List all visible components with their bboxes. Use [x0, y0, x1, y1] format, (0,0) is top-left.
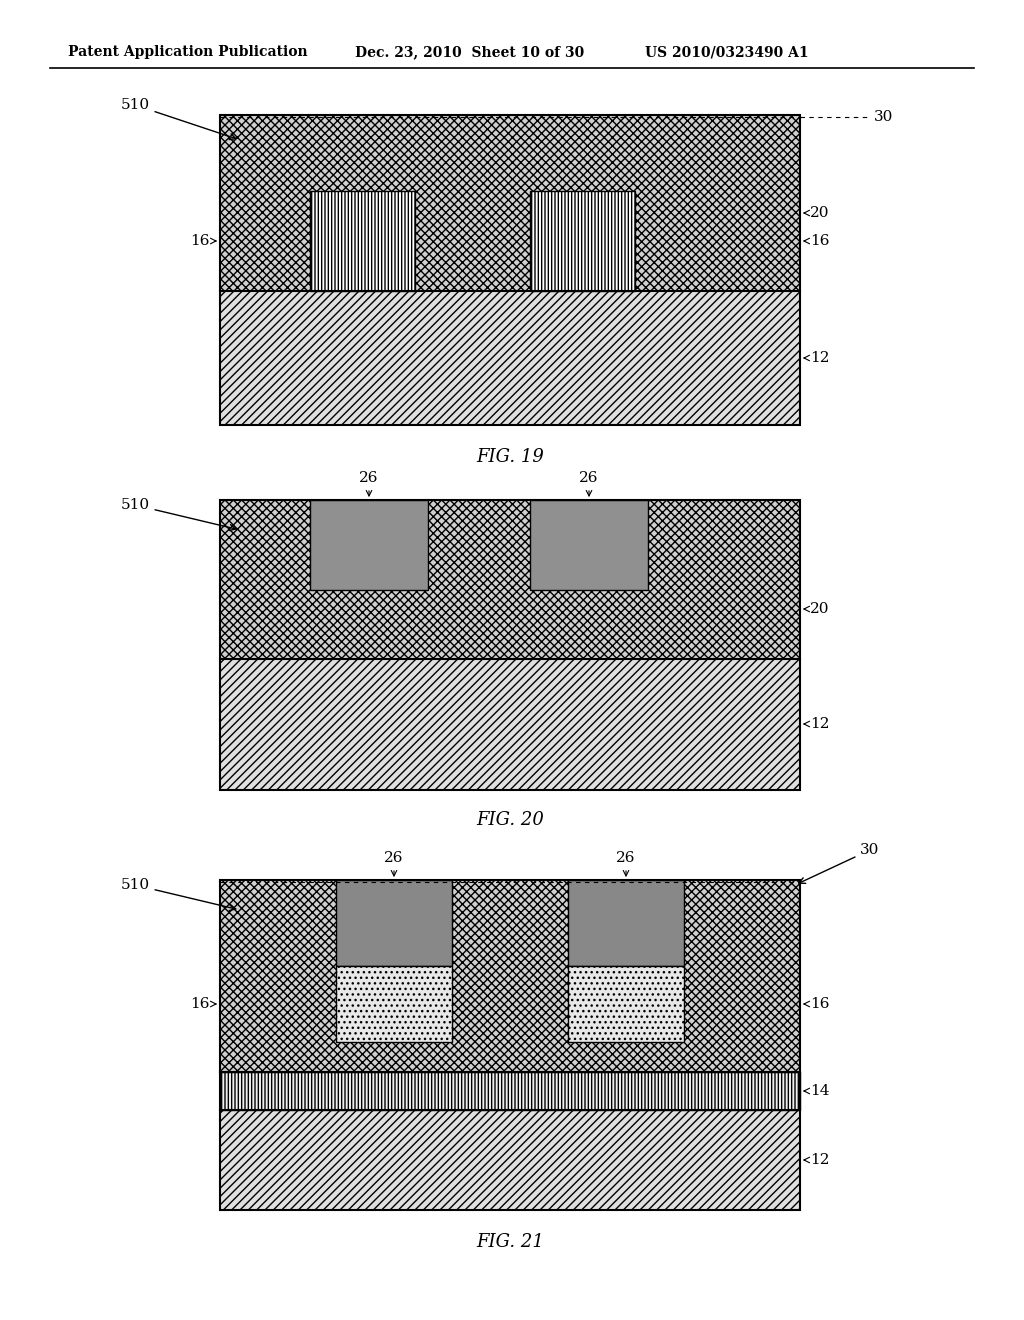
Bar — [220, 115, 800, 290]
Bar — [220, 500, 800, 659]
Text: 12: 12 — [810, 1152, 829, 1167]
Bar — [220, 659, 800, 789]
Text: 510: 510 — [121, 498, 236, 531]
Bar — [220, 500, 800, 789]
Bar — [220, 880, 800, 1210]
Text: 12: 12 — [810, 717, 829, 731]
Text: 20: 20 — [810, 206, 829, 220]
Text: 26: 26 — [616, 851, 636, 865]
Text: Patent Application Publication: Patent Application Publication — [68, 45, 307, 59]
Text: 16: 16 — [810, 234, 829, 248]
Bar — [336, 966, 452, 1041]
Bar — [568, 966, 684, 1041]
Text: 16: 16 — [810, 997, 829, 1011]
Text: 510: 510 — [121, 878, 236, 911]
Bar — [336, 880, 452, 966]
Text: US 2010/0323490 A1: US 2010/0323490 A1 — [645, 45, 809, 59]
Bar — [530, 191, 635, 290]
Bar — [530, 500, 648, 590]
Bar — [220, 880, 800, 1072]
Text: FIG. 21: FIG. 21 — [476, 1233, 544, 1251]
Text: 26: 26 — [384, 851, 403, 865]
Text: FIG. 20: FIG. 20 — [476, 810, 544, 829]
Bar — [568, 880, 684, 966]
Text: Dec. 23, 2010  Sheet 10 of 30: Dec. 23, 2010 Sheet 10 of 30 — [355, 45, 585, 59]
Text: 16: 16 — [190, 234, 210, 248]
Bar — [310, 191, 415, 290]
Bar — [220, 1110, 800, 1210]
Text: 30: 30 — [799, 843, 880, 883]
Bar — [310, 500, 428, 590]
Text: 510: 510 — [121, 98, 236, 140]
Text: FIG. 19: FIG. 19 — [476, 447, 544, 466]
Text: 14: 14 — [810, 1084, 829, 1098]
Text: 20: 20 — [810, 602, 829, 616]
Text: 12: 12 — [810, 351, 829, 366]
Text: 26: 26 — [359, 471, 379, 484]
Text: 16: 16 — [190, 997, 210, 1011]
Text: 30: 30 — [874, 110, 893, 124]
Bar — [220, 290, 800, 425]
Bar — [220, 115, 800, 425]
Bar — [220, 1072, 800, 1110]
Text: 26: 26 — [580, 471, 599, 484]
